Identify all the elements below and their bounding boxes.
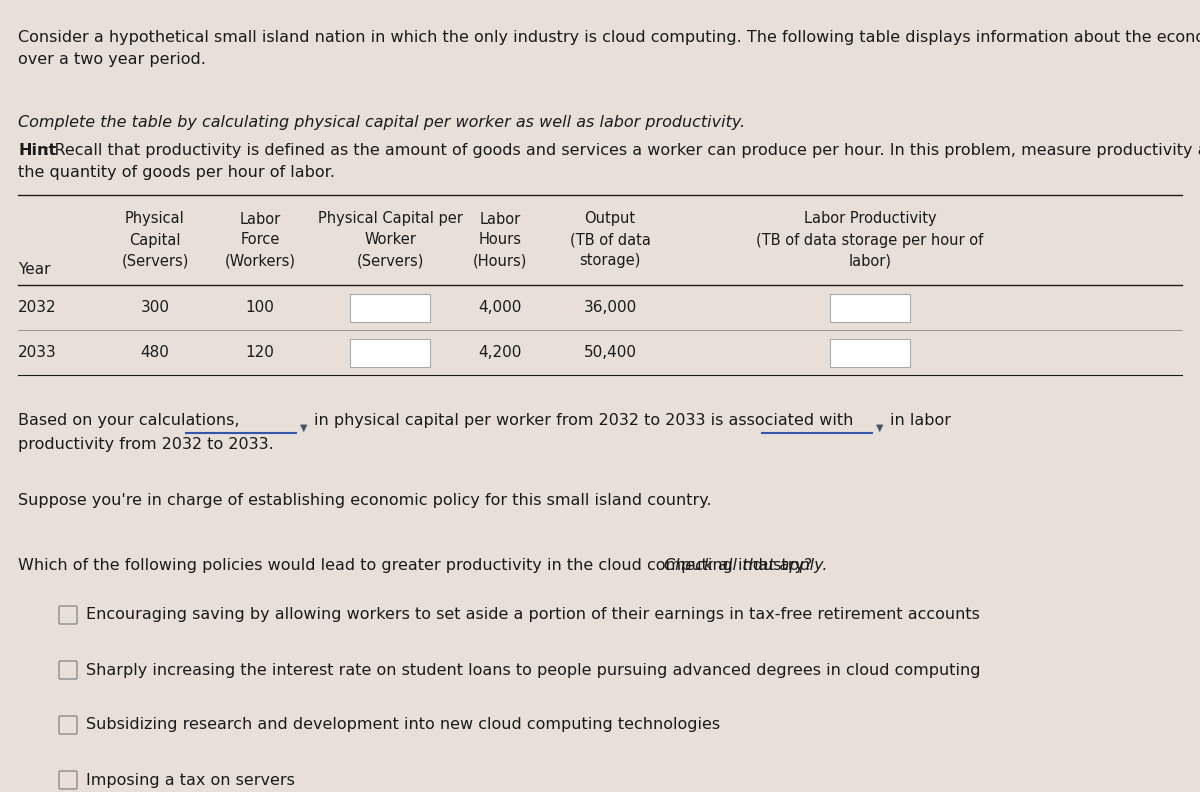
Text: Based on your calculations,: Based on your calculations,	[18, 413, 240, 428]
FancyBboxPatch shape	[59, 606, 77, 624]
FancyBboxPatch shape	[350, 294, 430, 322]
Text: 2033: 2033	[18, 345, 56, 360]
Text: Consider a hypothetical small island nation in which the only industry is cloud : Consider a hypothetical small island nat…	[18, 30, 1200, 45]
Text: 120: 120	[246, 345, 275, 360]
Text: Imposing a tax on servers: Imposing a tax on servers	[86, 772, 295, 787]
Text: ▼: ▼	[300, 423, 307, 433]
Text: Complete the table by calculating physical capital per worker as well as labor p: Complete the table by calculating physic…	[18, 115, 745, 130]
Text: Labor Productivity
(TB of data storage per hour of
labor): Labor Productivity (TB of data storage p…	[756, 211, 984, 268]
Text: 480: 480	[140, 345, 169, 360]
Text: Which of the following policies would lead to greater productivity in the cloud : Which of the following policies would le…	[18, 558, 817, 573]
Text: Check all that apply.: Check all that apply.	[664, 558, 828, 573]
Text: ▼: ▼	[876, 423, 883, 433]
Text: Output
(TB of data
storage): Output (TB of data storage)	[570, 211, 650, 268]
Text: Physical Capital per
Worker
(Servers): Physical Capital per Worker (Servers)	[318, 211, 462, 268]
FancyBboxPatch shape	[59, 771, 77, 789]
Text: Labor
Hours
(Hours): Labor Hours (Hours)	[473, 211, 527, 268]
Text: over a two year period.: over a two year period.	[18, 52, 206, 67]
Text: the quantity of goods per hour of labor.: the quantity of goods per hour of labor.	[18, 165, 335, 180]
FancyBboxPatch shape	[59, 716, 77, 734]
FancyBboxPatch shape	[830, 338, 910, 367]
Text: 50,400: 50,400	[583, 345, 636, 360]
Text: 300: 300	[140, 300, 169, 315]
Text: 2032: 2032	[18, 300, 56, 315]
Text: : Recall that productivity is defined as the amount of goods and services a work: : Recall that productivity is defined as…	[44, 143, 1200, 158]
Text: 4,200: 4,200	[479, 345, 522, 360]
Text: 100: 100	[246, 300, 275, 315]
Text: 36,000: 36,000	[583, 300, 637, 315]
Text: Physical
Capital
(Servers): Physical Capital (Servers)	[121, 211, 188, 268]
Text: Sharply increasing the interest rate on student loans to people pursuing advance: Sharply increasing the interest rate on …	[86, 662, 980, 677]
FancyBboxPatch shape	[59, 661, 77, 679]
Text: Year: Year	[18, 262, 50, 277]
Text: Subsidizing research and development into new cloud computing technologies: Subsidizing research and development int…	[86, 718, 720, 733]
FancyBboxPatch shape	[830, 294, 910, 322]
Text: in labor: in labor	[890, 413, 952, 428]
Text: productivity from 2032 to 2033.: productivity from 2032 to 2033.	[18, 437, 274, 452]
Text: Labor
Force
(Workers): Labor Force (Workers)	[224, 211, 295, 268]
Text: 4,000: 4,000	[479, 300, 522, 315]
Text: Suppose you're in charge of establishing economic policy for this small island c: Suppose you're in charge of establishing…	[18, 493, 712, 508]
FancyBboxPatch shape	[350, 338, 430, 367]
Text: Hint: Hint	[18, 143, 56, 158]
Text: in physical capital per worker from 2032 to 2033 is associated with: in physical capital per worker from 2032…	[314, 413, 853, 428]
Text: Encouraging saving by allowing workers to set aside a portion of their earnings : Encouraging saving by allowing workers t…	[86, 607, 980, 623]
